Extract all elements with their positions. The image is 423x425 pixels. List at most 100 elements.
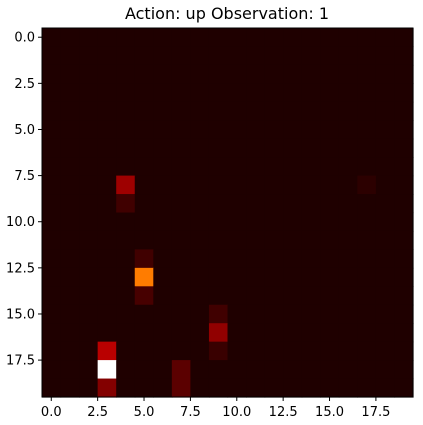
heatmap-cell <box>338 304 358 324</box>
heatmap-cell <box>264 212 284 232</box>
heatmap-cell <box>301 378 321 398</box>
heatmap-cell <box>301 101 321 121</box>
heatmap-cell <box>394 194 414 214</box>
heatmap-cell <box>116 212 136 232</box>
x-tick-label: 12.5 <box>269 405 298 420</box>
heatmap-cell <box>264 267 284 287</box>
y-tick-label: 17.5 <box>6 354 35 369</box>
heatmap-cell <box>97 249 117 269</box>
heatmap-cell <box>338 120 358 140</box>
heatmap-cell <box>264 138 284 158</box>
heatmap-cell <box>190 46 210 66</box>
heatmap-cell <box>320 46 340 66</box>
heatmap-cell <box>357 157 377 177</box>
heatmap-cell <box>60 304 80 324</box>
heatmap-cell <box>153 138 173 158</box>
heatmap-cell <box>190 267 210 287</box>
heatmap-cell <box>301 138 321 158</box>
heatmap-cell <box>338 286 358 306</box>
heatmap-cell <box>42 101 62 121</box>
heatmap-cell <box>283 341 303 361</box>
heatmap-cell <box>357 323 377 343</box>
heatmap-cell <box>320 175 340 195</box>
heatmap-cell <box>301 64 321 84</box>
heatmap-cell <box>60 323 80 343</box>
heatmap-cell <box>134 175 154 195</box>
heatmap-cell <box>283 175 303 195</box>
heatmap-cell <box>171 194 191 214</box>
heatmap-cell <box>283 28 303 48</box>
heatmap-cell <box>208 304 229 324</box>
heatmap-cell <box>375 46 396 66</box>
heatmap-cell <box>301 286 321 306</box>
heatmap-cell <box>42 304 62 324</box>
heatmap-cell <box>246 230 266 250</box>
heatmap-cell <box>320 378 340 398</box>
heatmap-cell <box>79 212 99 232</box>
heatmap-cell <box>97 360 117 380</box>
heatmap-cell <box>357 230 377 250</box>
heatmap-cell <box>190 323 210 343</box>
heatmap-cell <box>79 28 99 48</box>
y-tick-label: 12.5 <box>6 261 35 276</box>
heatmap-cell <box>394 157 414 177</box>
heatmap-cell <box>60 267 80 287</box>
heatmap-cell <box>394 64 414 84</box>
heatmap-cell <box>116 304 136 324</box>
heatmap-cell <box>394 212 414 232</box>
heatmap-cell <box>320 157 340 177</box>
heatmap-cell <box>190 378 210 398</box>
heatmap-cell <box>79 341 99 361</box>
heatmap-cell <box>134 378 154 398</box>
heatmap-cell <box>134 157 154 177</box>
heatmap-cell <box>134 341 154 361</box>
heatmap-cell <box>357 212 377 232</box>
heatmap-cell <box>375 83 396 103</box>
heatmap-cell <box>375 360 396 380</box>
heatmap-cell <box>60 230 80 250</box>
heatmap-cell <box>301 175 321 195</box>
heatmap-cell <box>79 194 99 214</box>
heatmap-cell <box>171 378 191 398</box>
heatmap-cell <box>394 323 414 343</box>
heatmap-cell <box>264 120 284 140</box>
y-axis: 0.0 2.5 5.0 7.5 10.0 12.5 15.0 17.5 <box>6 31 42 369</box>
heatmap-cell <box>171 286 191 306</box>
heatmap-cell <box>375 378 396 398</box>
heatmap-cell <box>357 304 377 324</box>
heatmap-cell <box>97 64 117 84</box>
heatmap-cell <box>246 249 266 269</box>
heatmap-cell <box>79 304 99 324</box>
heatmap-cell <box>208 120 229 140</box>
heatmap-cell <box>42 83 62 103</box>
heatmap-cell <box>227 267 247 287</box>
heatmap-cell <box>208 378 229 398</box>
heatmap-cell <box>227 194 247 214</box>
heatmap-cell <box>79 267 99 287</box>
heatmap-cell <box>116 249 136 269</box>
heatmap-cell <box>338 249 358 269</box>
heatmap-cell <box>246 64 266 84</box>
x-tick-label: 10.0 <box>222 405 251 420</box>
heatmap-cell <box>171 101 191 121</box>
heatmap-cell <box>375 138 396 158</box>
heatmap-cell <box>357 83 377 103</box>
heatmap-cell <box>97 378 117 398</box>
heatmap-cell <box>190 83 210 103</box>
x-tick-label: 15.0 <box>315 405 344 420</box>
heatmap-cell <box>283 120 303 140</box>
heatmap-cell <box>42 323 62 343</box>
heatmap-cell <box>320 120 340 140</box>
heatmap-cell <box>227 101 247 121</box>
heatmap-cell <box>338 101 358 121</box>
heatmap-cell <box>134 212 154 232</box>
heatmap-cell <box>208 249 229 269</box>
heatmap-cell <box>283 157 303 177</box>
heatmap-cell <box>60 138 80 158</box>
heatmap-cell <box>171 46 191 66</box>
heatmap-cell <box>97 267 117 287</box>
heatmap-cell <box>283 360 303 380</box>
heatmap-cell <box>60 120 80 140</box>
heatmap-cell <box>283 304 303 324</box>
heatmap-cell <box>134 304 154 324</box>
